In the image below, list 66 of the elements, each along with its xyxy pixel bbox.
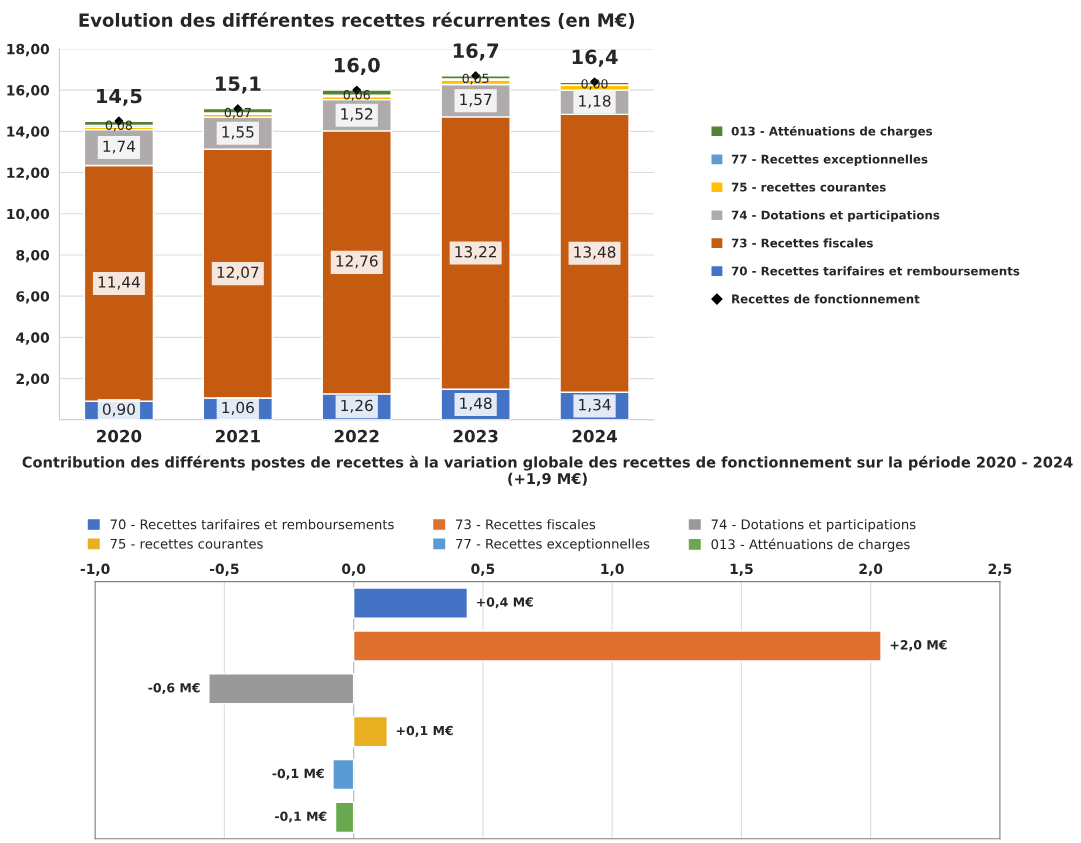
y-tick-label: 16,00 — [7, 85, 50, 98]
legend-label: 013 - Atténuations de charges — [731, 125, 933, 138]
data-label: -0,1 M€ — [275, 811, 327, 823]
data-label: 14,5 — [97, 88, 142, 106]
x-tick-label: 1,0 — [601, 563, 624, 576]
y-tick-label: 10,00 — [7, 208, 50, 221]
y-tick-label: 6,00 — [16, 291, 50, 304]
data-label: +0,4 M€ — [477, 597, 533, 609]
legend-label: 74 - Dotations et participations — [731, 210, 940, 222]
x-tick-label: 2020 — [97, 429, 142, 443]
data-label: 1,74 — [103, 140, 136, 154]
data-label: -0,6 M€ — [148, 682, 200, 695]
x-tick-label: 0,0 — [342, 563, 366, 576]
data-label: 13,22 — [455, 245, 496, 260]
legend-label: 70 - Recettes tarifaires et remboursements — [110, 519, 394, 530]
y-tick-label: 14,00 — [7, 126, 50, 139]
data-label: 0,90 — [102, 403, 135, 417]
data-label: +0,1 M€ — [396, 725, 453, 737]
data-label: -0,1 M€ — [272, 768, 324, 780]
legend-label: 70 - Recettes tarifaires et remboursements — [731, 266, 1020, 276]
data-label: 1,48 — [460, 397, 492, 411]
data-label: 11,44 — [98, 276, 140, 290]
legend-label: 75 - recettes courantes — [731, 182, 886, 192]
legend-label: 013 - Atténuations de charges — [711, 538, 910, 552]
data-label: 0,07 — [224, 107, 251, 119]
data-label: 16,4 — [572, 49, 618, 67]
data-label: 1,18 — [579, 95, 611, 109]
x-tick-label: -1,0 — [80, 563, 110, 576]
x-tick-label: 2022 — [334, 429, 379, 443]
data-label: 12,76 — [336, 255, 378, 269]
data-label: 1,34 — [579, 398, 611, 412]
legend-label: 77 - Recettes exceptionnelles — [731, 154, 928, 166]
data-label: 13,48 — [574, 246, 616, 260]
x-tick-label: 2023 — [453, 429, 498, 443]
data-label: 16,0 — [334, 57, 380, 75]
x-tick-label: 2021 — [215, 429, 260, 443]
data-label: 15,1 — [216, 76, 261, 94]
legend-label: 74 - Dotations et participations — [711, 519, 916, 532]
y-tick-label: 12,00 — [7, 167, 50, 180]
legend-label: Recettes de fonctionnement — [732, 294, 920, 304]
x-tick-label: 2,0 — [859, 563, 883, 576]
data-label: 1,55 — [222, 126, 254, 140]
legend-label: 75 - recettes courantes — [110, 538, 263, 549]
x-tick-label: -0,5 — [209, 563, 239, 576]
x-tick-label: 2,5 — [988, 563, 1012, 576]
chart-title: Evolution des différentes recettes récurrentes (en M€) — [79, 12, 635, 30]
data-label: 16,7 — [453, 43, 499, 61]
y-tick-label: 2,00 — [16, 373, 50, 386]
y-tick-label: 4,00 — [16, 332, 50, 345]
x-tick-label: 2024 — [572, 429, 617, 443]
x-tick-label: 1,5 — [730, 563, 753, 576]
data-label: +2,0 M€ — [890, 640, 947, 652]
legend-label: 73 - Recettes fiscales — [731, 238, 873, 248]
data-label: 1,06 — [222, 401, 254, 415]
legend-label: 77 - Recettes exceptionnelles — [456, 538, 650, 552]
y-tick-label: 18,00 — [7, 43, 50, 57]
legend-label: 73 - Recettes fiscales — [456, 519, 596, 530]
data-label: 12,07 — [217, 266, 259, 280]
data-label: 1,26 — [341, 399, 373, 413]
x-tick-label: 0,5 — [471, 563, 495, 576]
y-tick-label: 8,00 — [16, 249, 50, 263]
data-label: 1,57 — [460, 93, 492, 107]
data-label: 0,00 — [581, 79, 608, 90]
chart-title: Contribution des différents postes de recettes à la variation globale des recettes de fonctionnement sur la période 2020 - 2024 (+1,9 M€) — [22, 455, 1073, 486]
data-label: 1,52 — [341, 108, 373, 122]
data-label: 0,05 — [462, 73, 489, 85]
